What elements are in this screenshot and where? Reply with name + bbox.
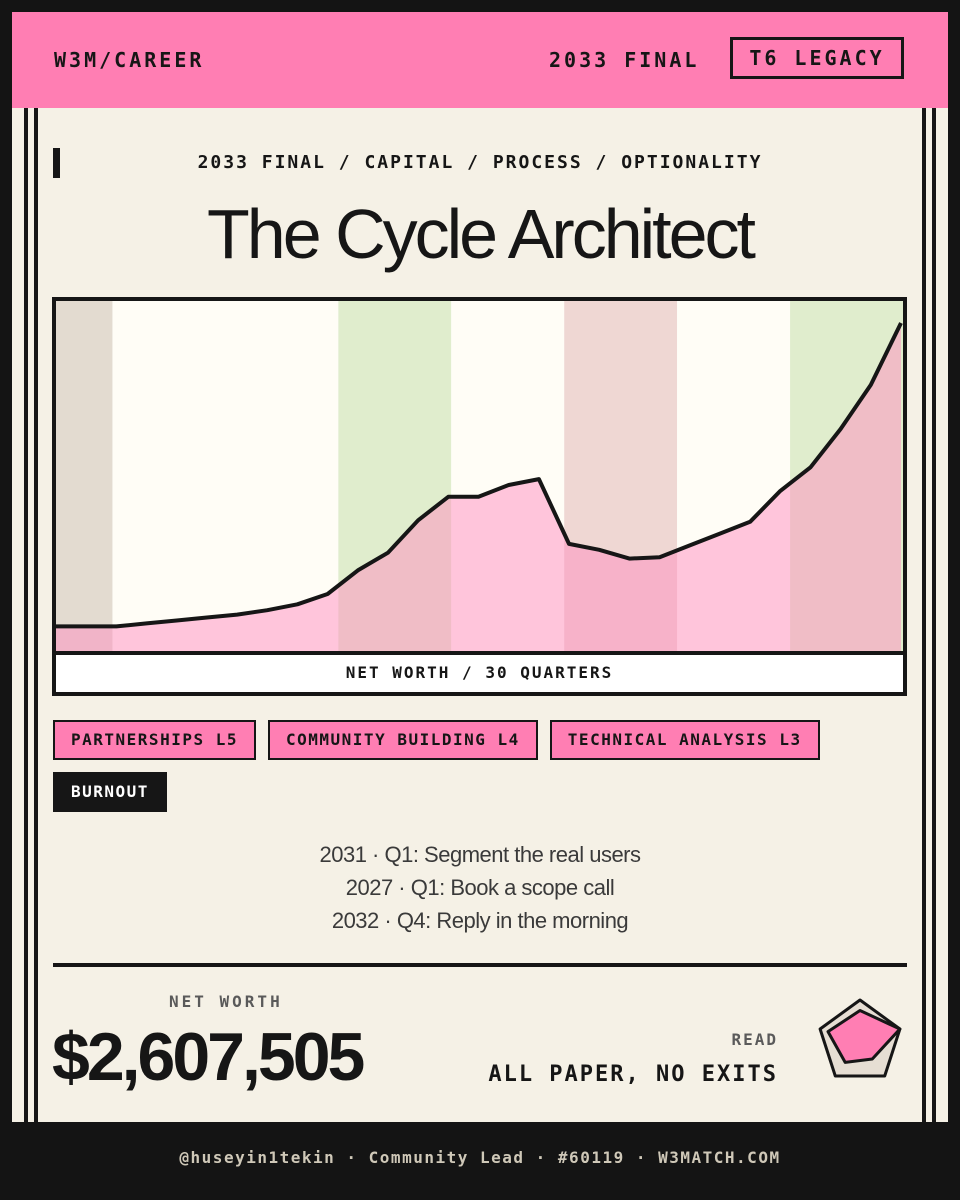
timeline-note: 2027 · Q1: Book a scope call <box>345 875 615 900</box>
brand-title: W3M/CAREER <box>54 48 205 72</box>
radar-value-shape <box>826 1009 902 1064</box>
header-bar: W3M/CAREER 2033 FINAL T6 LEGACY <box>12 12 948 108</box>
tier-badge: T6 LEGACY <box>730 37 904 79</box>
phase-band <box>56 301 113 651</box>
skill-tag: COMMUNITY BUILDING L4 <box>268 720 538 760</box>
read-label: READ <box>731 1030 778 1049</box>
skill-tag: TECHNICAL ANALYSIS L3 <box>549 720 820 760</box>
card-kicker: 2033 FINAL / CAPITAL / PROCESS / OPTIONA… <box>197 152 763 173</box>
season-label: 2033 FINAL <box>549 48 700 72</box>
career-card: 2033 FINAL / CAPITAL / PROCESS / OPTIONA… <box>12 108 948 1122</box>
section-divider <box>53 963 907 967</box>
card-border-line <box>34 108 38 1122</box>
net-worth-area <box>56 323 901 651</box>
footer-credits: @huseyin1tekin · Community Lead · #60119… <box>179 1148 781 1167</box>
net-worth-value: $2,607,505 <box>52 1019 365 1095</box>
net-worth-line <box>56 322 903 629</box>
heading-marker <box>53 148 60 178</box>
net-worth-label: NET WORTH <box>169 992 283 1011</box>
pentagon-radar-icon <box>818 998 902 1078</box>
timeline-notes: 2031 · Q1: Segment the real users 2027 · … <box>12 838 948 937</box>
card-border-line <box>24 108 28 1122</box>
skill-tag: BURNOUT <box>53 772 167 812</box>
net-worth-chart: NET WORTH / 30 QUARTERS <box>52 297 907 696</box>
net-worth-area-chart <box>56 301 903 651</box>
phase-band <box>112 301 339 651</box>
card-border-line <box>932 108 936 1122</box>
skill-tags: PARTNERSHIPS L5 COMMUNITY BUILDING L4 TECH… <box>53 720 883 824</box>
read-value: ALL PAPER, NO EXITS <box>488 1062 778 1087</box>
skill-tag: PARTNERSHIPS L5 <box>53 720 256 760</box>
card-title: The Cycle Architect <box>207 195 756 273</box>
chart-caption: NET WORTH / 30 QUARTERS <box>56 651 903 692</box>
timeline-note: 2031 · Q1: Segment the real users <box>319 842 641 867</box>
timeline-note: 2032 · Q4: Reply in the morning <box>331 908 629 933</box>
card-border-line <box>922 108 926 1122</box>
